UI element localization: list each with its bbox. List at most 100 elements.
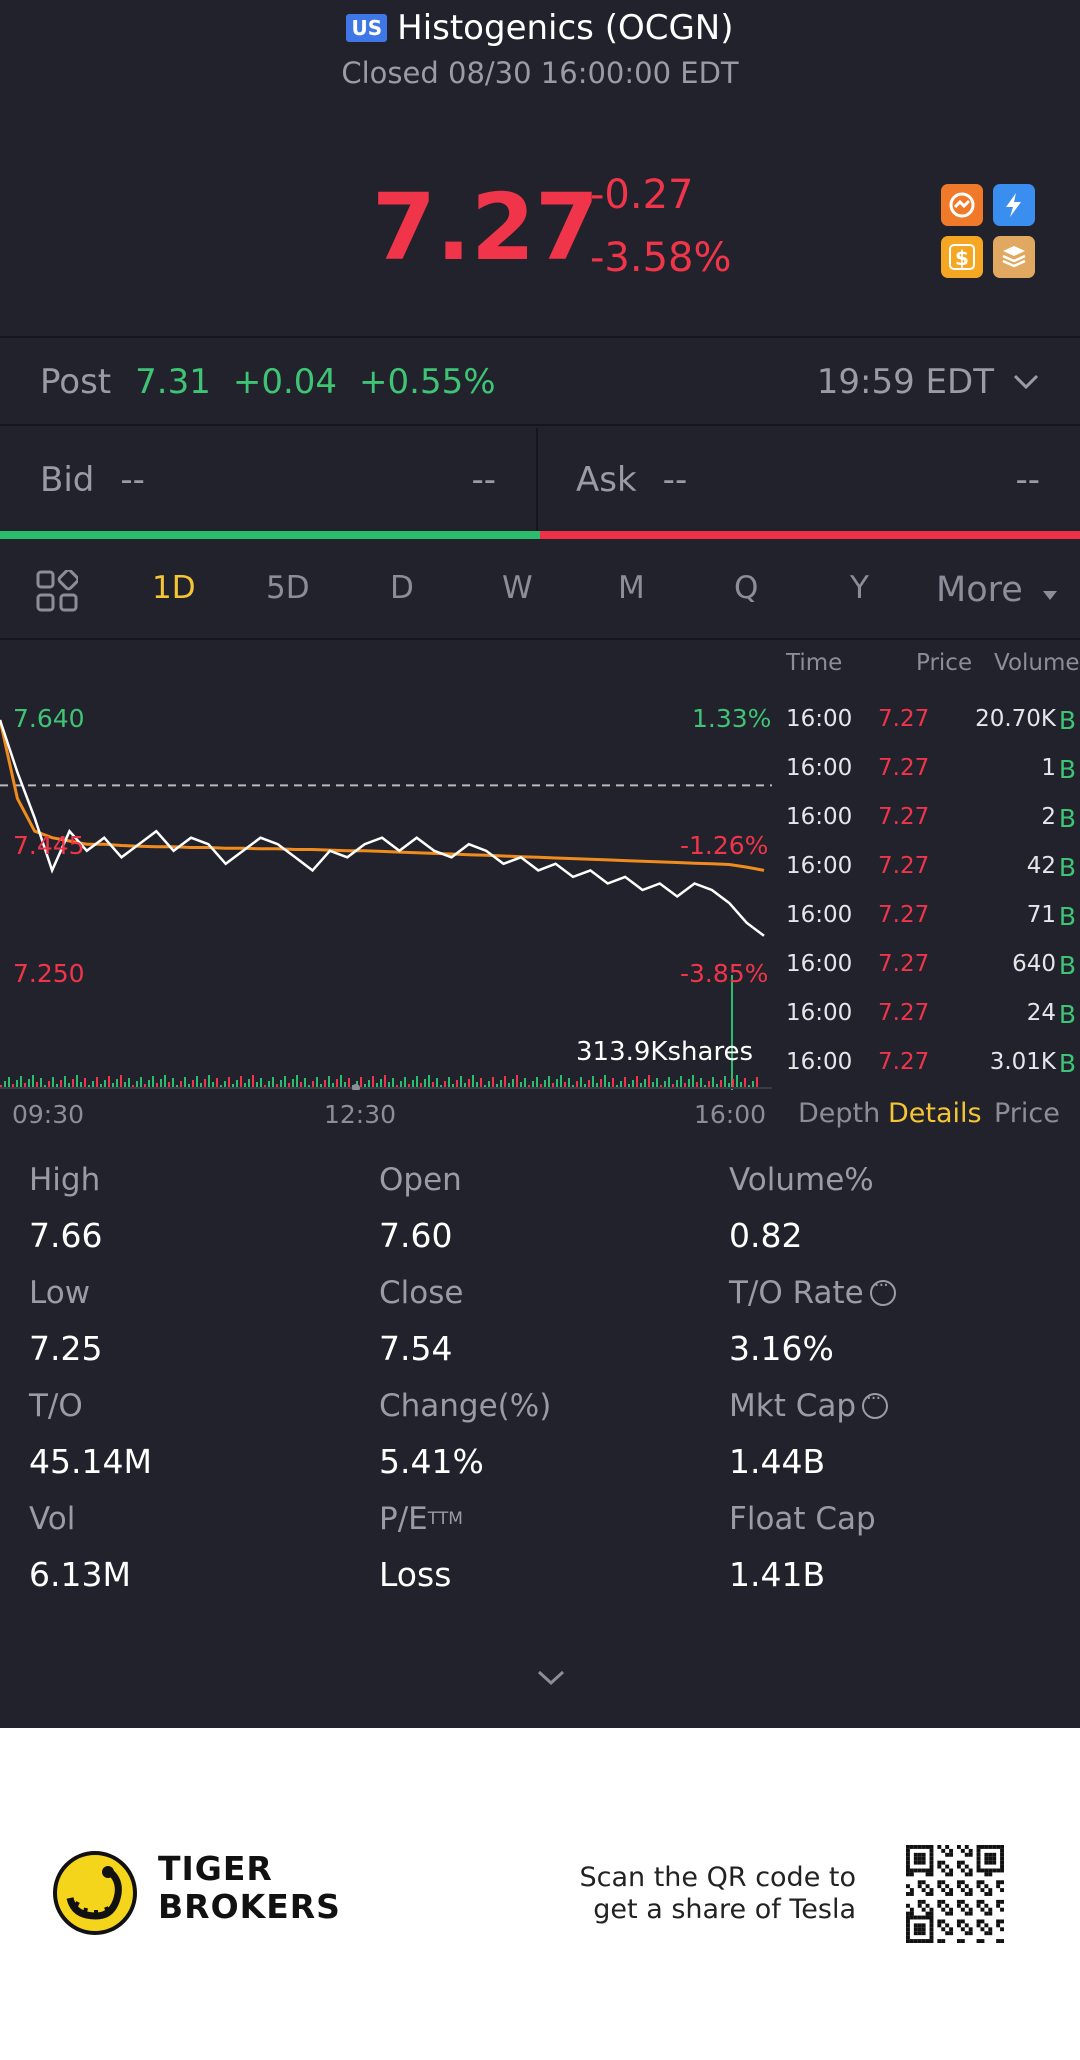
- volume-bar: [480, 1078, 482, 1088]
- dollar-icon[interactable]: $: [941, 236, 983, 278]
- volume-bar: [8, 1077, 10, 1088]
- volume-label: 313.9Kshares: [576, 1037, 754, 1067]
- qr-module: [976, 1864, 981, 1869]
- options-icon[interactable]: [941, 184, 983, 226]
- trade-row: 16:00 7.27 640 B: [786, 951, 1078, 997]
- qr-module: [917, 1860, 922, 1865]
- info-icon[interactable]: [862, 1388, 889, 1419]
- qr-module: [929, 1852, 934, 1857]
- trade-side: B: [1058, 853, 1076, 882]
- volume-bar: [360, 1077, 362, 1088]
- qr-module: [988, 1856, 993, 1861]
- volume-bar: [212, 1082, 214, 1088]
- trade-row: 16:00 7.27 42 B: [786, 853, 1078, 899]
- subtab-depth[interactable]: Depth: [798, 1098, 881, 1129]
- tab-q[interactable]: Q: [734, 570, 759, 606]
- volume-bar: [628, 1084, 630, 1088]
- qr-module: [921, 1852, 926, 1857]
- tab-1d[interactable]: 1D: [152, 570, 196, 606]
- bid-ratio-bar: [0, 531, 540, 539]
- qr-module: [925, 1903, 930, 1908]
- volume-bar: [564, 1082, 566, 1088]
- grid-layout-icon[interactable]: [36, 570, 78, 612]
- tab-d[interactable]: D: [390, 570, 414, 606]
- info-icon[interactable]: [869, 1275, 896, 1306]
- qr-module: [917, 1927, 922, 1932]
- lightning-icon[interactable]: [993, 184, 1035, 226]
- volume-bar: [684, 1083, 686, 1088]
- volume-bar: [476, 1082, 478, 1088]
- stat-value-market-cap: 1.44B: [729, 1442, 826, 1481]
- qr-module: [941, 1939, 946, 1943]
- trade-time: 16:00: [786, 1049, 853, 1075]
- qr-module: [917, 1939, 922, 1943]
- volume-bar: [100, 1084, 102, 1088]
- stat-value-pe: Loss: [379, 1555, 452, 1594]
- tab-5d[interactable]: 5D: [266, 570, 310, 606]
- volume-bar: [172, 1078, 174, 1088]
- tab-y[interactable]: Y: [850, 570, 869, 606]
- divider: [0, 424, 1080, 426]
- qr-module: [941, 1868, 946, 1873]
- qr-module: [906, 1845, 910, 1849]
- trade-row: 16:00 7.27 24 B: [786, 1000, 1078, 1046]
- volume-bar: [376, 1083, 378, 1088]
- volume-bar: [112, 1083, 114, 1088]
- stat-value-open: 7.60: [379, 1216, 453, 1255]
- subtab-price[interactable]: Price: [994, 1098, 1060, 1129]
- qr-module: [929, 1907, 934, 1912]
- qr-module: [996, 1868, 1001, 1873]
- trade-time: 16:00: [786, 902, 853, 928]
- qr-module: [1000, 1845, 1004, 1849]
- stat-label-change: Change(%): [379, 1388, 552, 1424]
- qr-code-icon: [906, 1845, 1004, 1943]
- trade-side: B: [1058, 902, 1076, 931]
- qr-module: [956, 1884, 961, 1889]
- volume-bar: [524, 1078, 526, 1088]
- qr-module: [921, 1927, 926, 1932]
- qr-module: [921, 1888, 926, 1893]
- stat-value-high: 7.66: [29, 1216, 103, 1255]
- volume-bar: [520, 1082, 522, 1088]
- caret-down-icon: [1042, 591, 1057, 600]
- volume-bar: [440, 1085, 442, 1088]
- trade-volume: 2: [1041, 804, 1056, 830]
- qr-module: [984, 1868, 989, 1873]
- volume-bar: [612, 1078, 614, 1088]
- volume-bar: [396, 1085, 398, 1088]
- expand-chevron-icon[interactable]: [536, 1668, 566, 1688]
- volume-bar: [276, 1084, 278, 1088]
- qr-module: [949, 1852, 954, 1857]
- volume-bar: [204, 1079, 206, 1088]
- tab-more-label: More: [936, 570, 1023, 610]
- volume-bar: [296, 1075, 298, 1088]
- qr-module: [945, 1931, 950, 1936]
- volume-bar: [364, 1084, 366, 1088]
- qr-module: [956, 1880, 961, 1885]
- tab-more[interactable]: More: [936, 570, 1058, 610]
- tab-w[interactable]: W: [502, 570, 533, 606]
- volume-bar: [156, 1083, 158, 1088]
- layers-icon[interactable]: [993, 236, 1035, 278]
- qr-module: [976, 1848, 981, 1853]
- qr-module: [964, 1931, 969, 1936]
- volume-bar: [128, 1078, 130, 1088]
- stat-label-high: High: [29, 1162, 101, 1198]
- qr-module: [1000, 1848, 1004, 1853]
- qr-module: [988, 1888, 993, 1893]
- subtab-details[interactable]: Details: [888, 1098, 982, 1129]
- qr-module: [949, 1868, 954, 1873]
- tab-m[interactable]: M: [618, 570, 645, 606]
- price-change-percent: -3.58%: [590, 235, 732, 281]
- intraday-chart[interactable]: [0, 690, 780, 1090]
- volume-bar: [696, 1082, 698, 1088]
- trade-side: B: [1058, 755, 1076, 784]
- qr-module: [929, 1860, 934, 1865]
- post-time-toggle[interactable]: 19:59 EDT: [817, 362, 1040, 402]
- chart-midpoint-dot: [352, 1084, 360, 1090]
- average-price-line: [0, 719, 765, 872]
- price-label-mid: 7.445: [13, 831, 85, 860]
- volume-bar: [672, 1084, 674, 1088]
- qr-module: [929, 1848, 934, 1853]
- qr-module: [906, 1892, 910, 1896]
